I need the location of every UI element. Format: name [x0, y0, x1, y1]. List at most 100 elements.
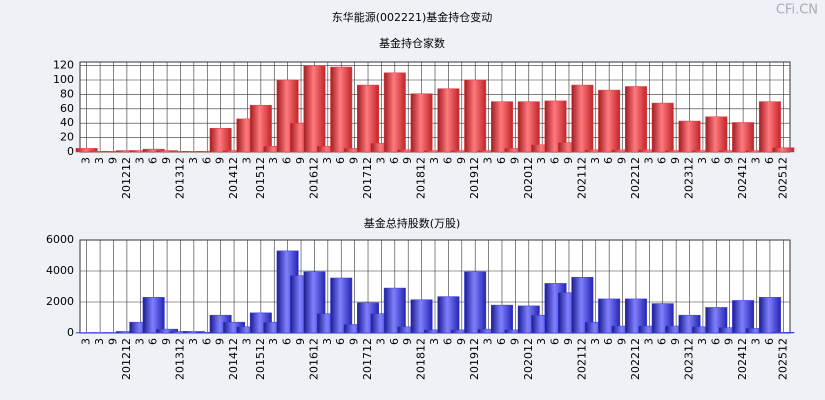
x-tick-label: 9 — [616, 338, 629, 345]
y-tick-label: 60 — [60, 102, 74, 115]
x-tick-label: 202512 — [776, 157, 789, 199]
x-tick-label: 3 — [133, 157, 146, 164]
x-tick-label: 6 — [656, 338, 669, 345]
x-tick-label: 202212 — [629, 157, 642, 199]
x-tick-label: 202212 — [629, 338, 642, 380]
bar — [330, 66, 353, 153]
x-tick-label: 3 — [696, 338, 709, 345]
bar — [303, 65, 326, 153]
x-tick-label: 9 — [401, 157, 414, 164]
x-tick-label: 202112 — [575, 157, 588, 199]
x-tick-label: 9 — [294, 338, 307, 345]
x-tick-label: 6 — [763, 338, 776, 345]
x-tick-label: 201312 — [173, 157, 186, 199]
x-tick-label: 201912 — [468, 338, 481, 380]
x-tick-label: 9 — [669, 338, 682, 345]
x-tick-label: 201812 — [415, 338, 428, 380]
x-tick-label: 3 — [93, 338, 106, 345]
x-tick-label: 202412 — [736, 338, 749, 380]
x-tick-label: 9 — [723, 338, 736, 345]
x-tick-label: 202012 — [522, 157, 535, 199]
page-title: 东华能源(002221)基金持仓变动 — [332, 10, 493, 24]
x-tick-label: 6 — [334, 338, 347, 345]
bar — [571, 276, 594, 334]
x-tick-label: 3 — [428, 338, 441, 345]
x-tick-label: 201512 — [254, 157, 267, 199]
bar — [437, 88, 460, 153]
x-tick-label: 6 — [602, 338, 615, 345]
x-tick-label: 9 — [106, 338, 119, 345]
x-tick-label: 6 — [200, 157, 213, 164]
x-tick-label: 9 — [562, 338, 575, 345]
x-tick-label: 3 — [428, 157, 441, 164]
x-tick-label: 9 — [160, 157, 173, 164]
x-tick-label: 202112 — [575, 338, 588, 380]
x-tick-label: 6 — [388, 338, 401, 345]
bar — [544, 100, 567, 153]
x-tick-label: 6 — [602, 157, 615, 164]
x-tick-label: 3 — [133, 338, 146, 345]
bar — [142, 297, 165, 334]
bar — [598, 298, 621, 334]
x-tick-label: 3 — [482, 338, 495, 345]
bar — [651, 303, 674, 334]
chart-title: 基金总持股数(万股) — [364, 216, 461, 230]
x-tick-label: 9 — [348, 157, 361, 164]
bar — [410, 93, 433, 153]
x-tick-label: 6 — [147, 338, 160, 345]
x-tick-label: 6 — [281, 338, 294, 345]
bar — [651, 102, 674, 153]
x-tick-label: 9 — [669, 157, 682, 164]
x-tick-label: 3 — [321, 157, 334, 164]
y-tick-label: 20 — [60, 131, 74, 144]
x-tick-label: 6 — [709, 338, 722, 345]
x-tick-label: 9 — [214, 157, 227, 164]
bar — [491, 304, 513, 334]
y-tick-label: 4000 — [46, 264, 74, 277]
bar — [75, 148, 98, 153]
y-tick-label: 2000 — [46, 295, 74, 308]
y-tick-label: 80 — [60, 87, 74, 100]
x-tick-label: 202512 — [776, 338, 789, 380]
bar — [624, 298, 647, 334]
x-tick-label: 3 — [642, 338, 655, 345]
bar — [705, 116, 728, 153]
bar — [732, 122, 755, 153]
bar — [678, 120, 701, 153]
x-tick-label: 3 — [374, 338, 387, 345]
x-tick-label: 9 — [455, 338, 468, 345]
x-tick-label: 9 — [160, 338, 173, 345]
y-tick-label: 6000 — [46, 233, 74, 246]
watermark: CFi.CN — [776, 3, 818, 18]
x-tick-label: 9 — [214, 338, 227, 345]
x-tick-label: 201212 — [120, 157, 133, 199]
x-tick-label: 6 — [495, 157, 508, 164]
x-tick-label: 6 — [656, 157, 669, 164]
x-tick-label: 202312 — [683, 157, 696, 199]
x-tick-label: 6 — [334, 157, 347, 164]
x-tick-label: 9 — [508, 338, 521, 345]
bar — [357, 84, 379, 153]
x-tick-label: 9 — [401, 338, 414, 345]
x-tick-label: 3 — [535, 338, 548, 345]
bar — [491, 101, 513, 153]
x-tick-label: 3 — [535, 157, 548, 164]
bar — [383, 72, 406, 153]
x-tick-label: 3 — [589, 157, 602, 164]
x-tick-label: 201612 — [307, 157, 320, 199]
y-tick-label: 0 — [67, 145, 74, 158]
x-tick-label: 3 — [374, 157, 387, 164]
x-tick-label: 3 — [482, 157, 495, 164]
bar — [758, 297, 781, 334]
bar — [209, 127, 232, 153]
x-tick-label: 6 — [388, 157, 401, 164]
x-tick-label: 6 — [441, 338, 454, 345]
x-tick-label: 9 — [723, 157, 736, 164]
x-tick-label: 6 — [281, 157, 294, 164]
bar — [383, 287, 406, 334]
bar — [624, 86, 647, 153]
x-tick-label: 6 — [200, 338, 213, 345]
x-tick-label: 3 — [240, 157, 253, 164]
bar — [598, 89, 621, 153]
